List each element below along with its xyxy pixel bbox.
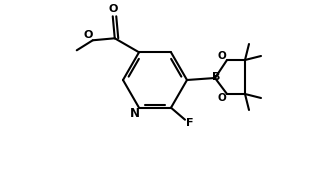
Text: O: O: [218, 93, 226, 103]
Text: O: O: [83, 30, 92, 40]
Text: F: F: [186, 118, 194, 128]
Text: N: N: [130, 107, 140, 120]
Text: O: O: [218, 51, 226, 61]
Text: O: O: [109, 4, 118, 14]
Text: B: B: [212, 72, 220, 82]
